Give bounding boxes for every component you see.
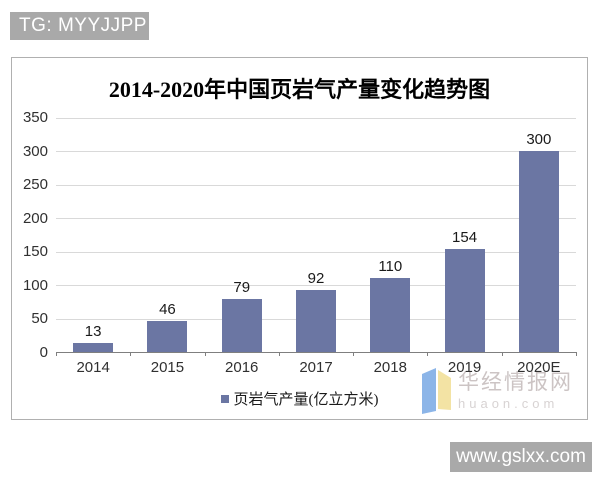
bar-value-2014: 13 — [84, 323, 102, 340]
gridline-150 — [56, 251, 576, 253]
bar-value-2017: 92 — [307, 270, 325, 287]
huaon-logo-icon — [422, 368, 451, 414]
x-tick-label-2018: 2018 — [373, 359, 407, 376]
gridline-100 — [56, 285, 576, 287]
bar-value-2015: 46 — [159, 301, 176, 318]
chart-frame: 2014-2020年中国页岩气产量变化趋势图 0 50 100 150 200 250 30… — [11, 57, 588, 420]
legend-marker-icon — [220, 394, 229, 403]
gridline-250 — [56, 184, 576, 186]
y-tick-label-50: 50 — [31, 310, 48, 328]
plot-area: 0 50 100 150 200 250 300 350 13 2014 46 2015 79 2016 9… — [23, 110, 577, 376]
site-banner: www.gslxx.com — [450, 442, 592, 472]
x-axis-tick — [56, 352, 57, 356]
bar-value-2020E: 300 — [526, 131, 552, 148]
bar-value-2018: 110 — [378, 258, 403, 275]
y-tick-label-350: 350 — [22, 109, 48, 126]
x-axis-tick — [204, 352, 206, 356]
tg-banner: TG: MYYJJPP — [10, 12, 149, 40]
x-axis-tick — [501, 352, 503, 356]
watermark: 华经情报网 huaon.com — [421, 368, 573, 416]
bar-2018 — [370, 278, 411, 352]
bar-2016 — [221, 299, 262, 352]
bar-2017 — [296, 290, 336, 352]
x-axis-tick — [130, 352, 132, 356]
x-axis-tick — [278, 352, 280, 356]
bar-2020E — [518, 151, 559, 352]
y-tick-label-200: 200 — [22, 209, 48, 227]
y-tick-label-100: 100 — [22, 276, 48, 294]
x-axis-tick — [576, 352, 577, 356]
gridline-200 — [56, 218, 576, 220]
x-tick-label-2019: 2019 — [447, 359, 482, 376]
y-tick-label-300: 300 — [22, 142, 48, 160]
x-axis-tick — [353, 352, 355, 356]
watermark-domain: huaon.com — [458, 396, 559, 411]
gridline-350 — [56, 117, 576, 119]
bar-2014 — [73, 343, 114, 352]
bar-2015 — [147, 321, 188, 352]
gridline-300 — [56, 151, 576, 153]
x-axis-tick — [427, 352, 429, 356]
legend-label: 页岩气产量(亿立方米) — [233, 392, 379, 408]
x-tick-label-2016: 2016 — [225, 359, 259, 376]
x-tick-label-2014: 2014 — [76, 359, 110, 376]
bar-value-2016: 79 — [233, 279, 251, 296]
bar-2019 — [444, 249, 485, 352]
y-tick-label-0: 0 — [39, 344, 48, 361]
chart-legend: 页岩气产量(亿立方米) — [12, 388, 587, 409]
y-tick-label-250: 250 — [22, 176, 48, 194]
watermark-name: 华经情报网 — [458, 370, 573, 394]
bar-value-2019: 154 — [452, 229, 478, 246]
chart-title: 2014-2020年中国页岩气产量变化趋势图 — [108, 77, 491, 102]
x-tick-label-2015: 2015 — [150, 359, 185, 376]
x-tick-label-2020E: 2020E — [517, 359, 561, 376]
y-tick-label-150: 150 — [22, 243, 48, 261]
x-tick-label-2017: 2017 — [299, 359, 333, 376]
